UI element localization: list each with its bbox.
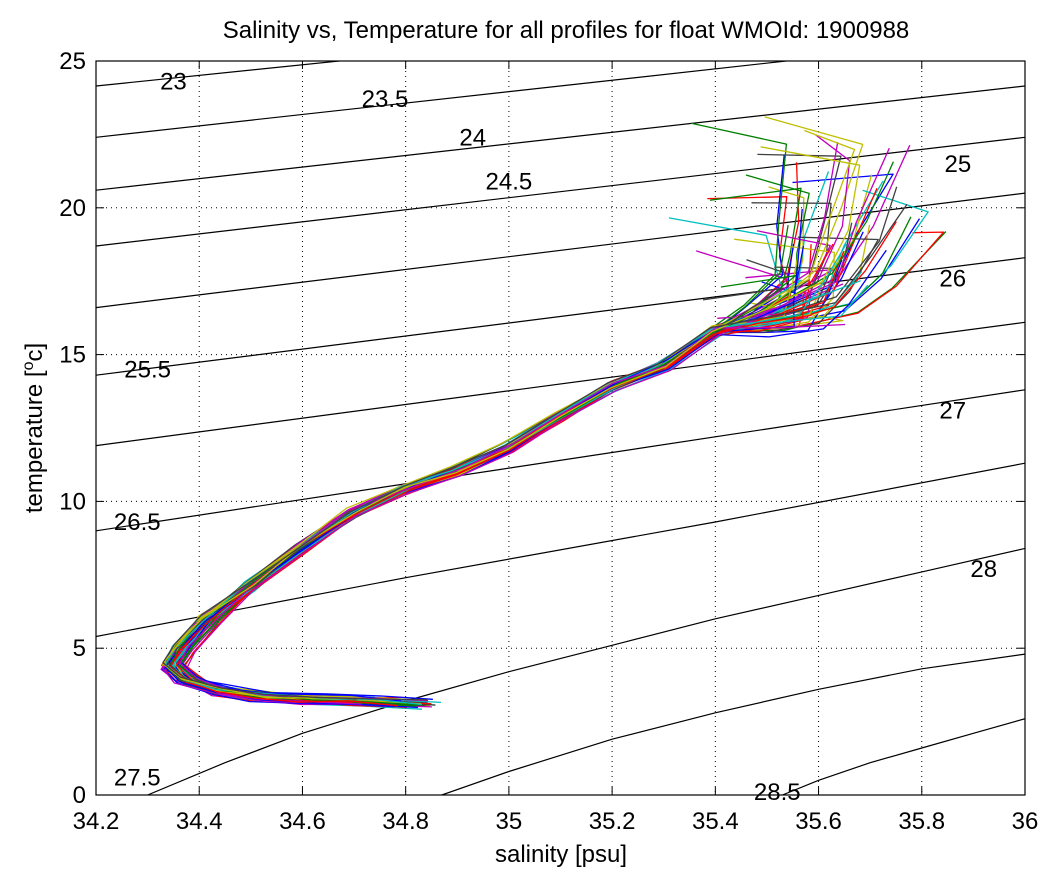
y-tick-label: 10 bbox=[59, 488, 86, 515]
density-contour-label: 25 bbox=[945, 151, 972, 178]
x-tick-label: 34.2 bbox=[73, 808, 120, 835]
y-tick-label: 0 bbox=[73, 782, 86, 809]
x-tick-label: 34.4 bbox=[176, 808, 223, 835]
plot-frame bbox=[95, 60, 1026, 796]
profile-trace bbox=[162, 146, 861, 700]
y-axis-label-main: temperature [ bbox=[21, 370, 48, 513]
density-contour-label: 26 bbox=[939, 265, 966, 292]
x-tick-label: 35.2 bbox=[589, 808, 636, 835]
x-tick-labels: 34.2 34.4 34.6 34.8 35 35.2 35.4 35.6 35.8 36 bbox=[73, 808, 1039, 835]
y-tick-label: 20 bbox=[59, 195, 86, 222]
y-axis-label-sup: o bbox=[20, 361, 37, 370]
x-tick-label: 35.6 bbox=[795, 808, 842, 835]
y-tick-labels: 0 5 10 15 20 25 bbox=[59, 48, 86, 809]
y-tick-label: 25 bbox=[59, 48, 86, 75]
x-tick-label: 35 bbox=[496, 808, 523, 835]
x-axis-label: salinity [psu] bbox=[495, 841, 627, 868]
density-contour-line bbox=[96, 257, 1025, 376]
x-tick-label: 35.8 bbox=[898, 808, 945, 835]
y-axis-label-tail: c] bbox=[21, 343, 48, 362]
density-contour-label: 23 bbox=[160, 69, 187, 96]
density-contour-label: 28.5 bbox=[754, 779, 801, 806]
density-contour-label: 27.5 bbox=[114, 764, 161, 791]
density-contour-line bbox=[147, 547, 1025, 795]
density-contour-line bbox=[96, 85, 1025, 191]
density-contour-label: 25.5 bbox=[124, 356, 171, 383]
x-tick-label: 34.6 bbox=[279, 808, 326, 835]
density-contour-label: 24.5 bbox=[486, 168, 533, 195]
density-contour-label: 27 bbox=[939, 397, 966, 424]
density-contour-line bbox=[96, 136, 1025, 247]
density-contour-line bbox=[96, 61, 792, 138]
x-tick-label: 34.8 bbox=[382, 808, 429, 835]
y-tick-label: 5 bbox=[73, 635, 86, 662]
density-contour-label: 23.5 bbox=[362, 86, 409, 113]
density-contour-label: 24 bbox=[459, 124, 486, 151]
profile-lines bbox=[160, 116, 947, 710]
density-contour-line bbox=[96, 389, 1025, 532]
x-tick-label: 35.4 bbox=[692, 808, 739, 835]
density-contour-line bbox=[96, 61, 346, 87]
y-tick-label: 15 bbox=[59, 342, 86, 369]
density-contours bbox=[96, 61, 1025, 795]
chart-title: Salinity vs, Temperature for all profile… bbox=[223, 17, 910, 44]
density-contour-line bbox=[441, 653, 1025, 795]
density-contour-line bbox=[782, 718, 1025, 795]
y-axis-label: temperature [oc] bbox=[20, 343, 48, 513]
density-contour-line bbox=[96, 321, 1025, 447]
density-contour-line bbox=[96, 462, 1025, 638]
profile-trace bbox=[162, 203, 908, 701]
density-contour-label: 28 bbox=[970, 556, 997, 583]
density-contour-label: 26.5 bbox=[114, 509, 161, 536]
x-tick-label: 36 bbox=[1012, 808, 1039, 835]
axis-ticks bbox=[95, 60, 1026, 796]
